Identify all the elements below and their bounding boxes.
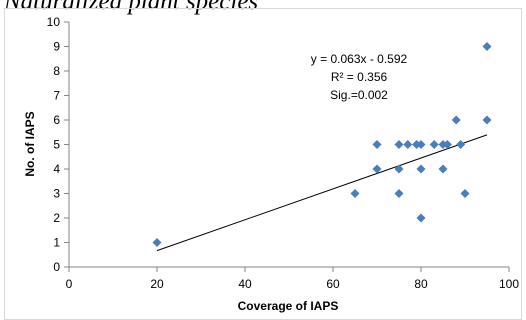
x-tick-label: 60 [326, 277, 340, 291]
x-tick-label: 80 [414, 277, 428, 291]
data-point [482, 42, 492, 51]
data-point [429, 140, 439, 149]
y-tick-label: 7 [53, 89, 60, 103]
data-point [442, 140, 452, 149]
y-tick-label: 9 [53, 40, 60, 54]
data-point [456, 140, 466, 149]
data-point [482, 115, 492, 125]
data-point [372, 164, 382, 174]
y-tick-label: 10 [47, 15, 61, 29]
data-point [416, 213, 426, 223]
y-tick-label: 0 [53, 260, 60, 274]
data-point [416, 164, 426, 174]
data-point [451, 115, 461, 125]
data-point [152, 238, 162, 247]
x-tick-label: 100 [499, 277, 519, 291]
equation-label: y = 0.063x - 0.592 [311, 52, 408, 66]
y-tick-label: 8 [53, 64, 60, 78]
data-point [394, 140, 404, 149]
y-tick-label: 6 [53, 113, 60, 127]
trendline-group [156, 134, 488, 252]
data-point [416, 140, 426, 149]
page-heading: Naturalized plant species [4, 0, 259, 15]
trendline [156, 134, 488, 252]
y-tick-label: 4 [53, 162, 60, 176]
y-tick-label: 5 [53, 138, 60, 152]
data-point [350, 189, 360, 198]
y-tick-label: 2 [53, 211, 60, 225]
data-point [394, 164, 404, 174]
data-points [152, 42, 492, 247]
data-point [438, 164, 448, 174]
chart-frame [4, 8, 522, 320]
x-tick-label: 40 [238, 277, 252, 291]
r-squared-label: R² = 0.356 [331, 70, 388, 84]
data-point [460, 189, 470, 198]
x-axis-title: Coverage of IAPS [238, 299, 339, 313]
data-point [403, 140, 413, 149]
y-axis-title: No. of IAPS [23, 111, 37, 176]
x-tick-label: 0 [66, 277, 73, 291]
data-point [394, 189, 404, 198]
x-tick-label: 20 [150, 277, 164, 291]
y-tick-label: 1 [53, 236, 60, 250]
significance-label: Sig.=0.002 [330, 88, 388, 102]
y-tick-label: 3 [53, 187, 60, 201]
data-point [372, 140, 382, 149]
